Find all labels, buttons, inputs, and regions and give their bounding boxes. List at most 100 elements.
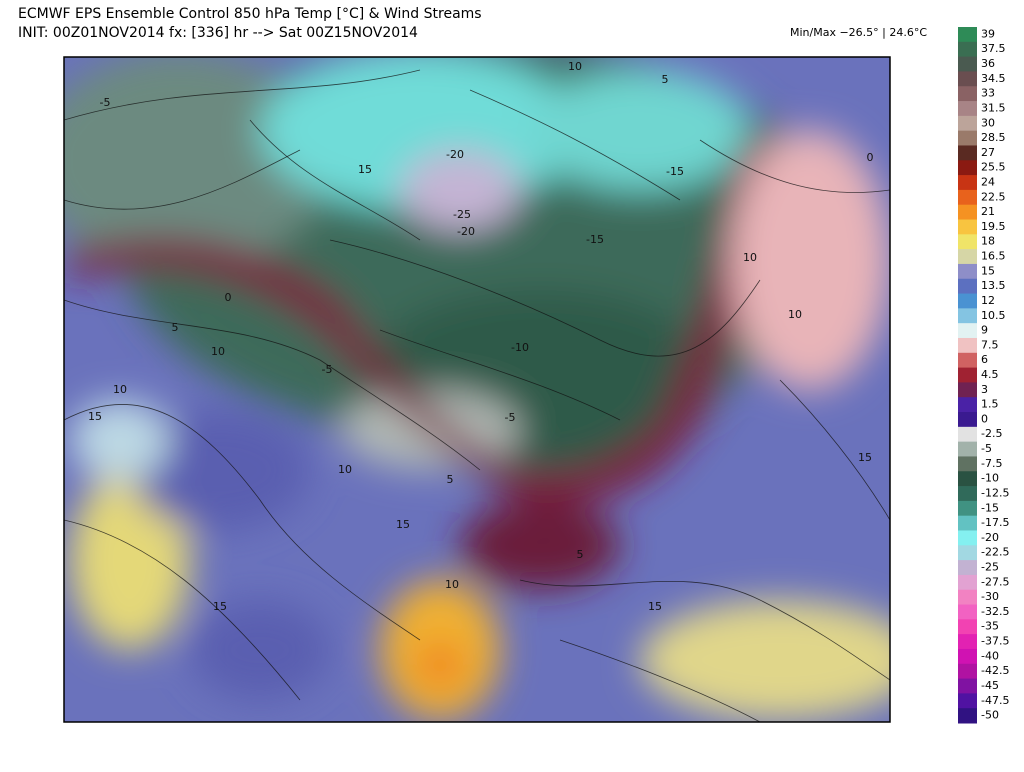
map: -5 10 5 15 -20 -25 -20 -15 -15 10 0 5 10 10 15 -10 -5 10 1… [64,57,890,722]
colorbar-label: 7.5 [981,338,999,351]
colorbar-label: -50 [981,709,999,722]
contour-label: 10 [211,345,225,358]
contour-label: 15 [648,600,662,613]
colorbar-swatch [958,382,977,398]
contour-labels: -5 10 5 15 -20 -25 -20 -15 -15 10 0 5 10 10 15 -10 -5 10 1… [88,60,874,613]
colorbar-swatch [958,589,977,606]
contour-label: 10 [445,578,459,591]
colorbar-swatch [958,308,977,324]
contour-label: 10 [743,251,757,264]
contour-label: 5 [172,321,179,334]
colorbar-label: -17.5 [981,516,1009,529]
colorbar-label: 1.5 [981,398,999,411]
colorbar-swatch [958,693,977,709]
colorbar-swatch [958,263,977,280]
colorbar-label: 27 [981,146,995,159]
colorbar-label: 10.5 [981,309,1006,322]
colorbar-label: -12.5 [981,486,1009,499]
colorbar-swatch [958,71,977,87]
colorbar-label: -5 [981,442,992,455]
contour-label: 15 [396,518,410,531]
colorbar-label: -45 [981,679,999,692]
colorbar-swatch [958,367,977,383]
colorbar-label: -22.5 [981,546,1009,559]
colorbar-swatch [958,249,977,265]
colorbar-label: 19.5 [981,220,1006,233]
colorbar-swatch [958,545,977,561]
colorbar-swatch [958,412,977,428]
contour-label: -15 [666,165,684,178]
colorbar-label: -42.5 [981,664,1009,677]
colorbar-label: 33 [981,87,995,100]
colorbar-swatch [958,56,977,72]
contour-label: -5 [322,363,333,376]
contour-label: 10 [568,60,582,73]
colorbar-swatch [958,219,977,235]
colorbar-label: -47.5 [981,694,1009,707]
contour-label: -15 [586,233,604,246]
contour-label: 10 [113,383,127,396]
colorbar-swatch [958,101,977,117]
colorbar-label: 30 [981,116,995,129]
colorbar-swatch [958,426,977,443]
colorbar-label: 4.5 [981,368,999,381]
colorbar-label: -37.5 [981,635,1009,648]
colorbar-swatch [958,486,977,502]
colorbar-label: -20 [981,531,999,544]
subtitle: INIT: 00Z01NOV2014 fx: [336] hr --> Sat … [18,25,418,41]
colorbar-label: -7.5 [981,457,1002,470]
colorbar-swatch [958,471,977,487]
colorbar-swatch [958,619,977,635]
colorbar-label: -27.5 [981,575,1009,588]
colorbar-swatch [958,500,977,517]
colorbar-swatch [958,234,977,250]
contour-label: 0 [225,291,232,304]
colorbar-label: -35 [981,620,999,633]
contour-label: 15 [88,410,102,423]
contour-label: 5 [447,473,454,486]
colorbar-swatch [958,115,977,132]
colorbar-label: 9 [981,324,988,337]
colorbar-label: 24 [981,175,995,188]
colorbar-label: 13.5 [981,279,1006,292]
colorbar: 3937.53634.53331.53028.52725.52422.52119… [958,27,1009,724]
colorbar-label: 37.5 [981,42,1006,55]
colorbar-label: 31.5 [981,101,1006,114]
colorbar-label: -10 [981,472,999,485]
colorbar-swatch [958,663,977,680]
colorbar-swatch [958,530,977,546]
contour-label: 15 [858,451,872,464]
colorbar-label: 15 [981,264,995,277]
map-frame [63,56,891,723]
colorbar-swatch [958,560,977,576]
colorbar-swatch [958,441,977,457]
colorbar-label: 36 [981,57,995,70]
wind-streams [64,69,890,722]
colorbar-swatch [958,337,977,354]
contour-label: -20 [446,148,464,161]
colorbar-swatch [958,204,977,221]
colorbar-label: -15 [981,501,999,514]
colorbar-swatch [958,27,977,43]
colorbar-swatch [958,574,977,591]
colorbar-swatch [958,293,977,309]
colorbar-label: 39 [981,27,995,40]
contour-label: 15 [213,600,227,613]
colorbar-label: 12 [981,294,995,307]
contour-label: 0 [867,151,874,164]
minmax: Min/Max −26.5° | 24.6°C [790,26,927,39]
colorbar-label: 21 [981,205,995,218]
contour-label: 10 [788,308,802,321]
contour-label: -5 [505,411,516,424]
colorbar-swatch [958,604,977,620]
colorbar-swatch [958,648,977,665]
temperature-field [64,57,890,720]
colorbar-label: -2.5 [981,427,1002,440]
contour-label: 5 [662,73,669,86]
colorbar-swatch [958,352,977,369]
colorbar-label: 34.5 [981,72,1006,85]
colorbar-label: 0 [981,412,988,425]
colorbar-label: 3 [981,383,988,396]
colorbar-swatch [958,456,977,472]
